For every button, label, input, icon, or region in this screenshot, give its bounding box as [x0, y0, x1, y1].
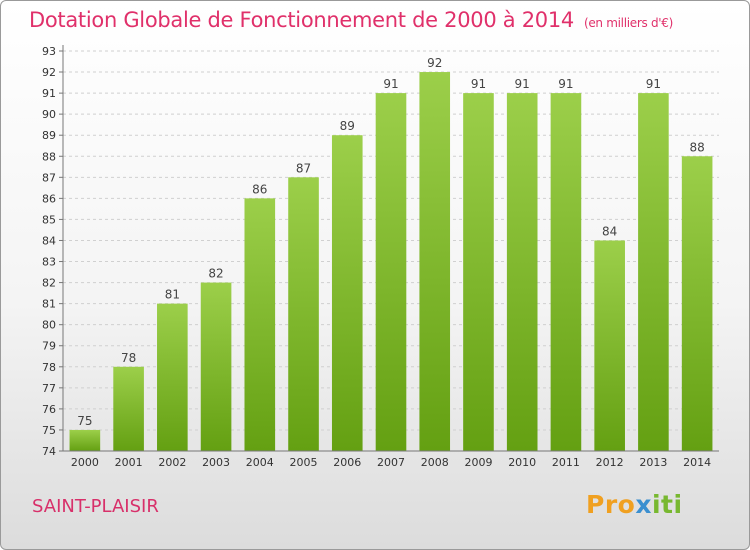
x-tick-label: 2006	[333, 456, 361, 469]
y-tick-label: 87	[42, 171, 56, 184]
x-tick-label: 2005	[290, 456, 318, 469]
y-tick-label: 75	[42, 424, 56, 437]
y-tick-label: 90	[42, 108, 56, 121]
value-label-2003: 82	[208, 267, 223, 281]
value-label-2007: 91	[383, 77, 398, 91]
value-label-2009: 91	[471, 77, 486, 91]
x-tick-label: 2000	[71, 456, 99, 469]
x-tick-label: 2003	[202, 456, 230, 469]
x-tick-label: 2011	[552, 456, 580, 469]
value-label-2006: 89	[340, 119, 355, 133]
bar-2007	[375, 93, 407, 452]
y-tick-label: 92	[42, 66, 56, 79]
y-tick-label: 85	[42, 213, 56, 226]
x-tick-label: 2007	[377, 456, 405, 469]
y-tick-label: 79	[42, 340, 56, 353]
bar-2013	[638, 93, 669, 452]
bar-2004	[244, 198, 276, 451]
x-tick-label: 2001	[115, 456, 143, 469]
y-tick-label: 76	[42, 403, 56, 416]
bar-2005	[288, 177, 319, 451]
value-label-2004: 86	[252, 182, 267, 196]
y-tick-label: 81	[42, 298, 56, 311]
value-label-2002: 81	[165, 288, 180, 302]
bar-2008	[419, 72, 451, 451]
y-tick-label: 82	[42, 277, 56, 290]
x-tick-label: 2012	[596, 456, 624, 469]
x-tick-label: 2002	[158, 456, 186, 469]
x-tick-label: 2009	[464, 456, 492, 469]
y-tick-label: 89	[42, 129, 56, 142]
bar-2002	[157, 303, 188, 451]
bar-2003	[200, 282, 232, 451]
y-tick-label: 74	[42, 445, 56, 458]
y-tick-label: 83	[42, 256, 56, 269]
value-label-2010: 91	[515, 77, 530, 91]
bar-2009	[463, 93, 494, 452]
value-label-2000: 75	[77, 414, 92, 428]
y-tick-label: 88	[42, 150, 56, 163]
bar-2012	[594, 240, 625, 451]
value-label-2005: 87	[296, 161, 311, 175]
y-tick-label: 84	[42, 234, 56, 247]
bar-2006	[331, 135, 363, 452]
bar-2014	[681, 156, 713, 451]
value-label-2014: 88	[689, 140, 704, 154]
y-tick-label: 91	[42, 87, 56, 100]
x-tick-label: 2010	[508, 456, 536, 469]
bar-2011	[550, 93, 582, 452]
x-tick-label: 2008	[421, 456, 449, 469]
bar-2000	[69, 429, 101, 451]
y-tick-label: 86	[42, 192, 56, 205]
y-tick-label: 78	[42, 361, 56, 374]
x-tick-label: 2013	[639, 456, 667, 469]
y-tick-label: 77	[42, 382, 56, 395]
bar-2010	[506, 93, 538, 452]
proxiti-logo: Proxiti	[586, 490, 683, 519]
value-label-2008: 92	[427, 56, 442, 70]
bar-2001	[113, 366, 144, 451]
value-label-2001: 78	[121, 351, 136, 365]
city-name: SAINT-PLAISIR	[32, 496, 159, 517]
x-tick-label: 2004	[246, 456, 274, 469]
axes: 74 75 76 77 78 79 80 81 82 83 84 85 86 87 88 89 90 91 92 93…	[42, 45, 719, 469]
y-tick-label: 80	[42, 319, 56, 332]
y-tick-label: 93	[42, 45, 56, 58]
value-label-2012: 84	[602, 224, 617, 238]
x-tick-label: 2014	[683, 456, 711, 469]
chart-unit: (en milliers d'€)	[583, 16, 673, 30]
value-label-2013: 91	[646, 77, 661, 91]
value-label-2011: 91	[558, 77, 573, 91]
chart-title: Dotation Globale de Fonctionnement de 20…	[29, 8, 673, 32]
bars: 75 78 81 82 86 87 89 91 92 91 91 91 84 91 88	[69, 56, 713, 452]
chart-title-text: Dotation Globale de Fonctionnement de 20…	[29, 8, 574, 32]
